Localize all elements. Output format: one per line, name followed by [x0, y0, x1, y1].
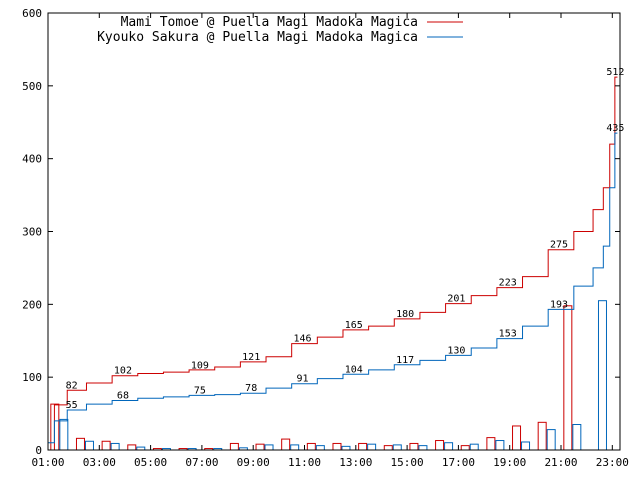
labels-layer: 82 102 109 121 146 165 180 201 223 275 512 55 68 75 78… — [66, 67, 625, 411]
hourly-bar — [546, 429, 556, 451]
data-label: 201 — [447, 294, 465, 305]
hourly-bar — [486, 437, 496, 451]
data-label: 102 — [114, 366, 132, 377]
data-label: 117 — [396, 355, 414, 366]
hourly-bar — [367, 443, 377, 451]
hourly-bar — [392, 444, 402, 451]
hourly-bar — [101, 440, 111, 451]
x-tick-label: 01:00 — [31, 456, 64, 469]
hourly-bar — [59, 418, 69, 451]
data-label: 193 — [550, 299, 568, 310]
data-label: 435 — [606, 123, 624, 134]
hourly-bar — [521, 441, 531, 451]
hourly-bar — [537, 421, 547, 451]
hourly-bar — [264, 444, 274, 451]
data-label: 130 — [447, 345, 465, 356]
x-tick-label: 13:00 — [339, 456, 372, 469]
data-label: 180 — [396, 309, 414, 320]
hourly-bar — [469, 443, 479, 451]
data-label: 512 — [606, 67, 624, 78]
x-tick-label: 19:00 — [493, 456, 526, 469]
hourly-bar — [572, 424, 582, 451]
data-label: 146 — [293, 334, 311, 345]
x-tick-label: 15:00 — [391, 456, 424, 469]
y-tick-label: 0 — [35, 444, 42, 457]
hourly-bar — [460, 445, 470, 451]
hourly-bar — [332, 442, 342, 451]
data-label: 275 — [550, 240, 568, 251]
data-label: 68 — [117, 390, 129, 401]
data-label: 91 — [296, 374, 308, 385]
legend-entry-label: Kyouko Sakura @ Puella Magi Madoka Magic… — [97, 30, 418, 45]
hourly-bar — [418, 445, 428, 451]
hourly-bar — [444, 442, 454, 451]
hourly-bar — [290, 444, 300, 451]
hourly-bar — [281, 438, 291, 451]
x-tick-label: 21:00 — [544, 456, 577, 469]
data-label: 165 — [345, 320, 363, 331]
hourly-bar — [495, 440, 505, 451]
series-line — [48, 76, 618, 451]
x-tick-label: 05:00 — [134, 456, 167, 469]
hourly-bar — [315, 445, 325, 451]
y-tick-label: 500 — [22, 80, 42, 93]
data-label: 104 — [345, 364, 363, 375]
hourly-bar — [597, 300, 607, 451]
hourly-bar — [512, 425, 522, 451]
hourly-bar — [229, 442, 239, 451]
data-label: 109 — [191, 361, 209, 372]
data-label: 82 — [66, 380, 78, 391]
data-label: 121 — [242, 352, 260, 363]
ticks-layer: 0 100 200 300 400 500 600 01:00 03:00 05:00 07:00 0… — [22, 7, 629, 469]
x-tick-label: 07:00 — [185, 456, 218, 469]
hourly-bar — [383, 445, 393, 451]
hourly-bar — [255, 443, 265, 451]
hourly-bar — [341, 445, 351, 451]
hourly-bar — [110, 442, 120, 451]
data-label: 55 — [66, 400, 78, 411]
hourly-bar — [75, 437, 85, 451]
y-tick-label: 600 — [22, 7, 42, 20]
data-label: 78 — [245, 383, 257, 394]
x-tick-label: 17:00 — [442, 456, 475, 469]
y-tick-label: 100 — [22, 371, 42, 384]
x-tick-label: 03:00 — [83, 456, 116, 469]
legend: Mami Tomoe @ Puella Magi Madoka MagicaKy… — [97, 15, 463, 45]
x-tick-label: 09:00 — [237, 456, 270, 469]
hourly-bar — [563, 305, 573, 451]
series-line — [48, 132, 618, 444]
y-tick-label: 300 — [22, 226, 42, 239]
hourly-bar — [358, 442, 368, 451]
hourly-bar — [84, 440, 94, 451]
legend-entry-label: Mami Tomoe @ Puella Magi Madoka Magica — [121, 15, 418, 30]
x-tick-label: 11:00 — [288, 456, 321, 469]
hourly-bar — [409, 442, 419, 451]
hourly-bar — [306, 442, 316, 451]
x-tick-label: 23:00 — [596, 456, 629, 469]
plot-frame — [47, 12, 621, 451]
y-tick-label: 400 — [22, 153, 42, 166]
lines-layer — [48, 76, 618, 451]
data-label: 75 — [194, 385, 206, 396]
hourly-bar — [435, 440, 445, 451]
y-tick-label: 200 — [22, 298, 42, 311]
hourly-bar — [127, 444, 137, 451]
data-label: 223 — [499, 278, 517, 289]
data-label: 153 — [499, 329, 517, 340]
